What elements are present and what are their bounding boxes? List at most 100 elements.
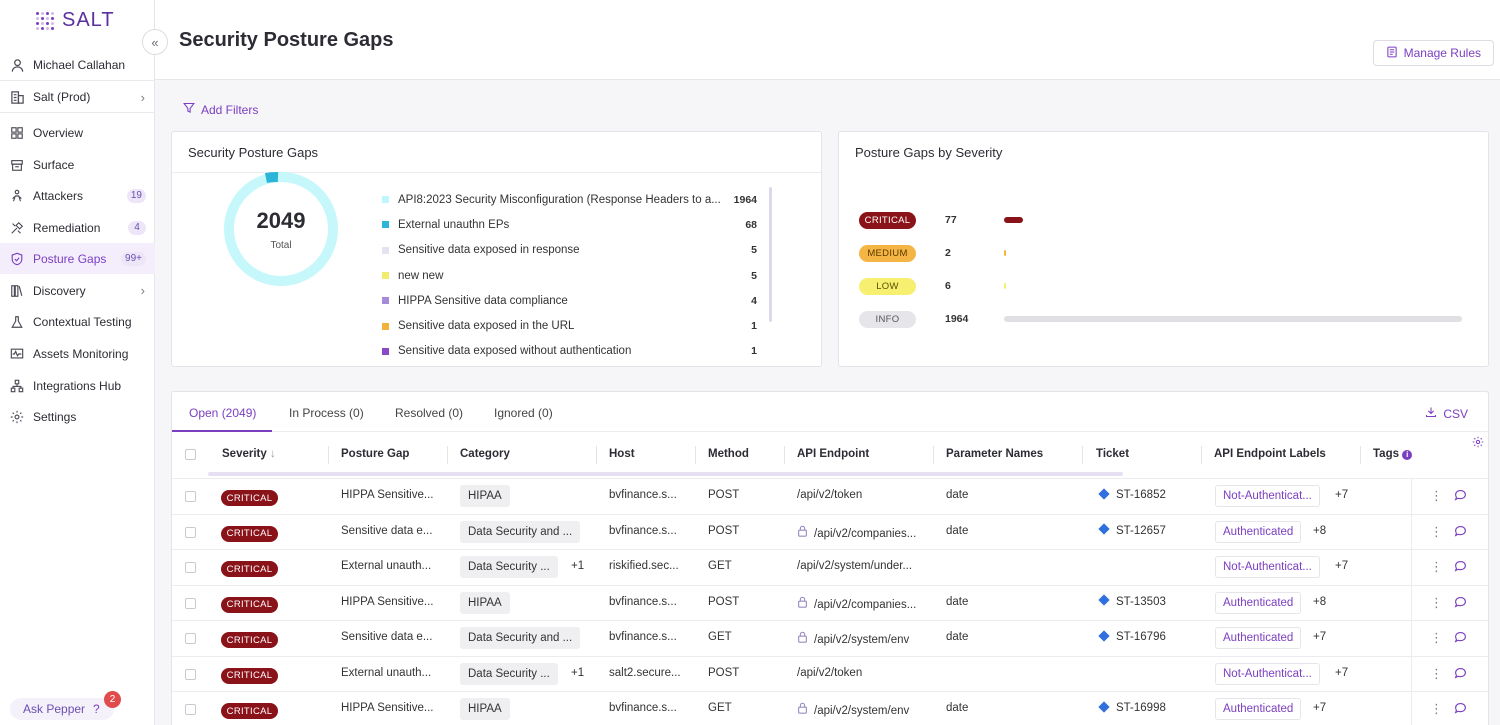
- ticket-cell[interactable]: ST-16852: [1098, 488, 1166, 501]
- endpoint-cell[interactable]: /api/v2/companies...: [797, 596, 916, 611]
- sidebar-item-remediation[interactable]: Remediation 4: [0, 212, 155, 243]
- endpoint-label-more[interactable]: +7: [1313, 702, 1327, 714]
- more-options-icon[interactable]: ⋮: [1430, 488, 1443, 503]
- posture-gap-cell[interactable]: HIPPA Sensitive...: [341, 595, 434, 608]
- posture-gap-cell[interactable]: Sensitive data e...: [341, 524, 433, 537]
- endpoint-cell[interactable]: /api/v2/token: [797, 489, 862, 501]
- more-options-icon[interactable]: ⋮: [1430, 523, 1443, 539]
- column-ticket[interactable]: Ticket: [1096, 448, 1130, 460]
- comment-icon[interactable]: [1454, 667, 1467, 682]
- row-checkbox[interactable]: [185, 704, 196, 715]
- table-row[interactable]: CRITICAL HIPPA Sensitive... HIPAA bvfinance…: [172, 478, 1488, 515]
- table-row[interactable]: CRITICAL External unauth... Data Security …: [172, 655, 1488, 692]
- more-options-icon[interactable]: ⋮: [1430, 559, 1443, 574]
- table-row[interactable]: CRITICAL HIPPA Sensitive... HIPAA bvfinance…: [172, 584, 1488, 621]
- sidebar-item-posture-gaps[interactable]: Posture Gaps 99+: [0, 243, 155, 274]
- column-severity[interactable]: Severity ↓: [222, 448, 276, 460]
- org-selector[interactable]: Salt (Prod) ›: [0, 82, 155, 113]
- endpoint-label-more[interactable]: +8: [1313, 524, 1327, 537]
- sidebar-item-assets-monitoring[interactable]: Assets Monitoring: [0, 338, 155, 369]
- comment-icon[interactable]: [1454, 596, 1467, 611]
- posture-gap-cell[interactable]: HIPPA Sensitive...: [341, 702, 434, 714]
- add-filters-button[interactable]: Add Filters: [183, 102, 258, 117]
- more-options-icon[interactable]: ⋮: [1430, 665, 1443, 681]
- posture-gap-cell[interactable]: External unauth...: [341, 666, 432, 679]
- endpoint-label-more[interactable]: +7: [1335, 560, 1349, 572]
- column-host[interactable]: Host: [609, 448, 635, 460]
- category-more[interactable]: +1: [571, 666, 585, 679]
- legend-item[interactable]: Sensitive data exposed in the URL 1: [382, 313, 757, 338]
- severity-row-critical[interactable]: CRITICAL 77: [859, 211, 1023, 229]
- endpoint-cell[interactable]: /api/v2/token: [797, 667, 862, 679]
- row-checkbox[interactable]: [185, 668, 196, 680]
- comment-icon[interactable]: [1454, 525, 1467, 540]
- sidebar-item-attackers[interactable]: Attackers 19: [0, 180, 155, 211]
- export-csv-button[interactable]: CSV: [1425, 406, 1468, 421]
- ask-pepper-button[interactable]: Ask Pepper ?: [10, 698, 114, 720]
- table-row[interactable]: CRITICAL HIPPA Sensitive... HIPAA bvfinance…: [172, 691, 1488, 725]
- ticket-cell[interactable]: ST-16796: [1098, 630, 1166, 643]
- tab-open[interactable]: Open (2049): [189, 406, 257, 420]
- manage-rules-button[interactable]: Manage Rules: [1372, 40, 1494, 66]
- endpoint-label-more[interactable]: +7: [1335, 489, 1349, 501]
- more-options-icon[interactable]: ⋮: [1430, 630, 1443, 645]
- sidebar-item-discovery[interactable]: Discovery ›: [0, 275, 155, 306]
- select-all-checkbox[interactable]: [185, 449, 196, 460]
- legend-item[interactable]: Sensitive data exposed in response 5: [382, 238, 757, 263]
- column-method[interactable]: Method: [708, 448, 749, 460]
- table-row[interactable]: CRITICAL External unauth... Data Security …: [172, 549, 1488, 586]
- table-settings-icon[interactable]: [1472, 436, 1484, 451]
- comment-icon[interactable]: [1454, 631, 1467, 646]
- row-checkbox[interactable]: [185, 526, 196, 538]
- legend-item[interactable]: HIPPA Sensitive data compliance 4: [382, 288, 757, 313]
- posture-gap-cell[interactable]: External unauth...: [341, 560, 432, 572]
- posture-gap-cell[interactable]: Sensitive data e...: [341, 631, 433, 643]
- collapse-sidebar-button[interactable]: «: [142, 29, 168, 55]
- severity-row-low[interactable]: LOW 6: [859, 277, 1006, 295]
- column-category[interactable]: Category: [460, 448, 510, 460]
- table-row[interactable]: CRITICAL Sensitive data e... Data Security…: [172, 513, 1488, 550]
- column-posture-gap[interactable]: Posture Gap: [341, 448, 410, 460]
- user-profile[interactable]: Michael Callahan: [0, 50, 155, 81]
- endpoint-cell[interactable]: /api/v2/system/under...: [797, 560, 912, 572]
- column-api-endpoint-labels[interactable]: API Endpoint Labels: [1214, 448, 1326, 460]
- legend-item[interactable]: External unauthn EPs 68: [382, 212, 757, 237]
- sidebar-item-integrations-hub[interactable]: Integrations Hub: [0, 370, 155, 401]
- tab-resolved[interactable]: Resolved (0): [395, 406, 464, 420]
- comment-icon[interactable]: [1454, 489, 1467, 504]
- tab-ignored[interactable]: Ignored (0): [494, 406, 553, 420]
- legend-item[interactable]: Sensitive data exposed without authentic…: [382, 339, 757, 364]
- endpoint-label-more[interactable]: +8: [1313, 595, 1327, 608]
- comment-icon[interactable]: [1454, 560, 1467, 575]
- table-row[interactable]: CRITICAL Sensitive data e... Data Security…: [172, 620, 1488, 657]
- legend-item[interactable]: API8:2023 Security Misconfiguration (Res…: [382, 187, 757, 212]
- column-parameter-names[interactable]: Parameter Names: [946, 448, 1044, 460]
- more-options-icon[interactable]: ⋮: [1430, 701, 1443, 716]
- comment-icon[interactable]: [1454, 702, 1467, 717]
- posture-gap-cell[interactable]: HIPPA Sensitive...: [341, 489, 434, 501]
- row-checkbox[interactable]: [185, 491, 196, 502]
- sidebar-item-surface[interactable]: Surface: [0, 149, 155, 180]
- severity-row-info[interactable]: INFO 1964: [859, 310, 1462, 328]
- tab-in-process[interactable]: In Process (0): [289, 406, 364, 420]
- ticket-cell[interactable]: ST-16998: [1098, 701, 1166, 714]
- legend-item[interactable]: new new 5: [382, 263, 757, 288]
- salt-logo[interactable]: SALT: [36, 9, 115, 32]
- endpoint-cell[interactable]: /api/v2/system/env: [797, 631, 909, 646]
- row-checkbox[interactable]: [185, 633, 196, 644]
- row-checkbox[interactable]: [185, 562, 196, 573]
- endpoint-cell[interactable]: /api/v2/system/env: [797, 702, 909, 717]
- column-api-endpoint[interactable]: API Endpoint: [797, 448, 870, 460]
- endpoint-cell[interactable]: /api/v2/companies...: [797, 525, 916, 540]
- legend-scrollbar[interactable]: [769, 187, 772, 322]
- ticket-cell[interactable]: ST-13503: [1098, 594, 1166, 608]
- ticket-cell[interactable]: ST-12657: [1098, 523, 1166, 537]
- horizontal-scrollbar[interactable]: [208, 472, 1123, 476]
- column-tags[interactable]: Tags i: [1373, 448, 1413, 460]
- endpoint-label-more[interactable]: +7: [1313, 631, 1327, 643]
- sidebar-item-settings[interactable]: Settings: [0, 401, 155, 432]
- endpoint-label-more[interactable]: +7: [1335, 666, 1349, 679]
- more-options-icon[interactable]: ⋮: [1430, 594, 1443, 610]
- sidebar-item-contextual-testing[interactable]: Contextual Testing: [0, 306, 155, 337]
- row-checkbox[interactable]: [185, 597, 196, 609]
